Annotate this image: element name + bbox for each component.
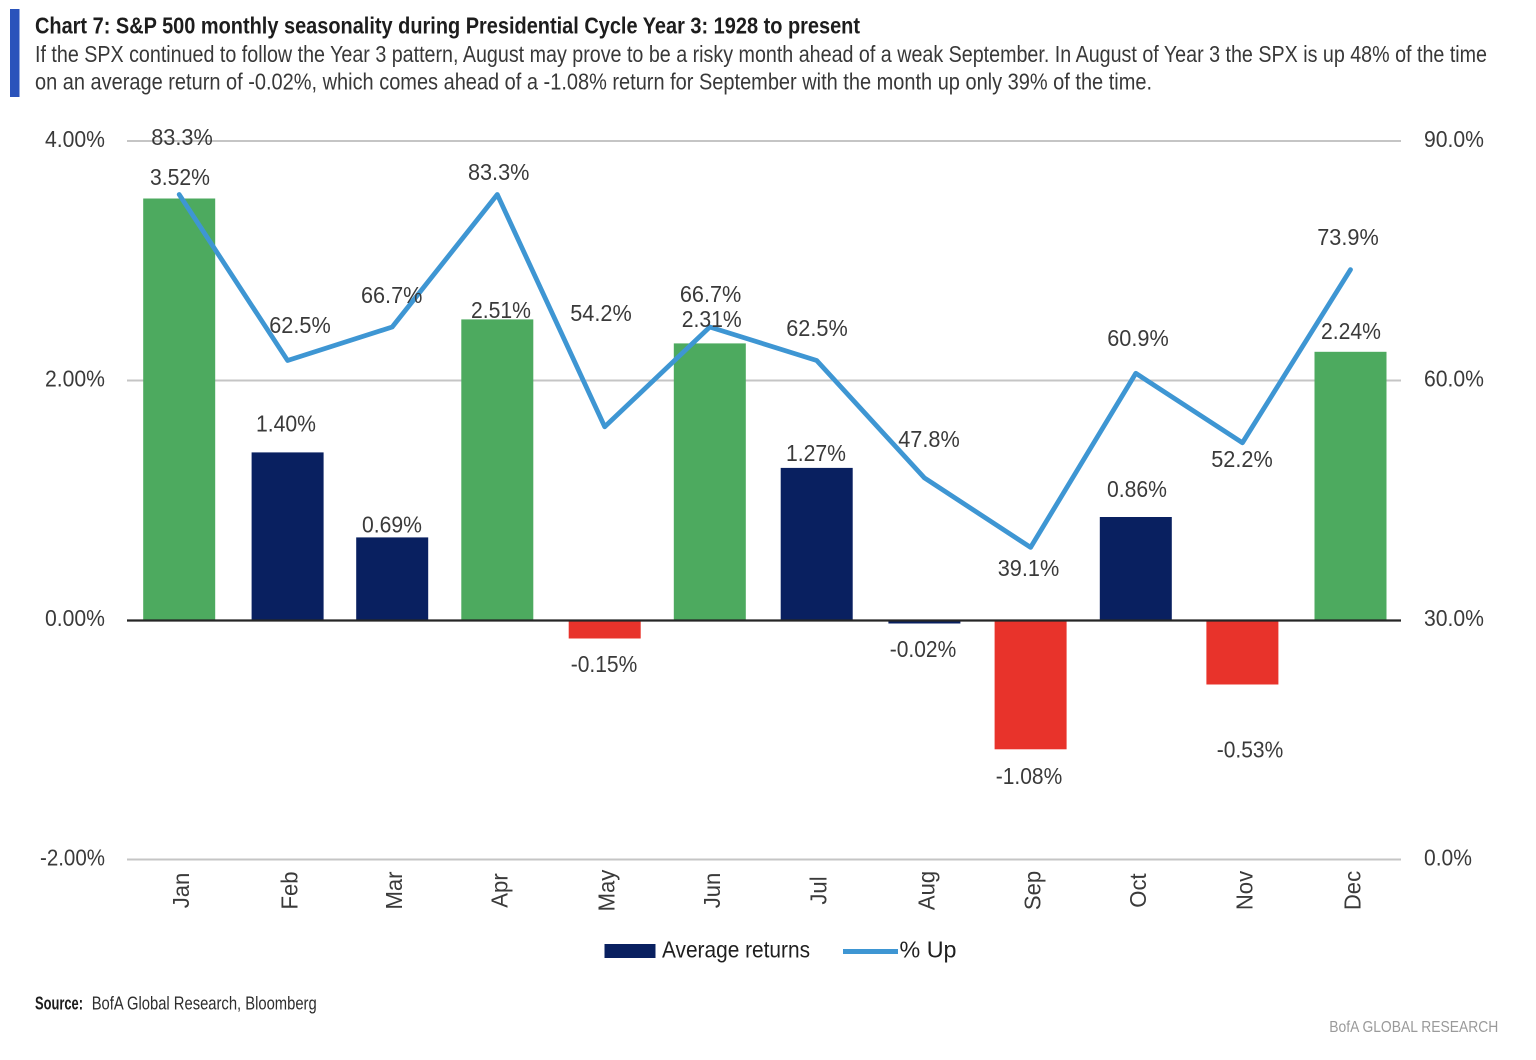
- svg-text:Jul: Jul: [806, 876, 832, 904]
- svg-text:30.0%: 30.0%: [1424, 605, 1484, 631]
- svg-text:54.2%: 54.2%: [570, 300, 632, 326]
- svg-text:0.0%: 0.0%: [1424, 845, 1472, 871]
- svg-text:0.00%: 0.00%: [45, 605, 105, 631]
- svg-text:52.2%: 52.2%: [1211, 446, 1273, 472]
- svg-text:Apr: Apr: [486, 873, 512, 908]
- svg-text:4.00%: 4.00%: [45, 126, 105, 152]
- svg-text:2.24%: 2.24%: [1321, 318, 1381, 344]
- svg-text:-0.53%: -0.53%: [1217, 737, 1284, 763]
- svg-text:May: May: [594, 869, 620, 911]
- svg-text:66.7%: 66.7%: [680, 281, 742, 307]
- svg-text:60.0%: 60.0%: [1424, 366, 1484, 392]
- svg-text:-2.00%: -2.00%: [40, 845, 105, 871]
- svg-text:73.9%: 73.9%: [1317, 224, 1379, 250]
- svg-text:Average returns: Average returns: [662, 937, 810, 963]
- svg-text:BofA Global Research, Bloomber: BofA Global Research, Bloomberg: [92, 994, 317, 1014]
- svg-text:60.9%: 60.9%: [1107, 325, 1169, 351]
- svg-text:-0.02%: -0.02%: [890, 636, 957, 662]
- svg-text:2.00%: 2.00%: [45, 366, 105, 392]
- svg-text:If the SPX continued to follow: If the SPX continued to follow the Year …: [35, 41, 1487, 67]
- svg-text:47.8%: 47.8%: [898, 426, 960, 452]
- svg-text:90.0%: 90.0%: [1424, 126, 1484, 152]
- svg-text:3.52%: 3.52%: [150, 164, 210, 190]
- svg-text:2.31%: 2.31%: [682, 306, 742, 332]
- svg-text:Aug: Aug: [913, 871, 939, 910]
- svg-text:Mar: Mar: [381, 871, 407, 909]
- svg-text:39.1%: 39.1%: [998, 555, 1060, 581]
- svg-text:83.3%: 83.3%: [151, 124, 213, 150]
- svg-text:Sep: Sep: [1020, 871, 1046, 910]
- svg-text:66.7%: 66.7%: [361, 282, 423, 308]
- svg-text:Dec: Dec: [1340, 871, 1366, 911]
- svg-text:-1.08%: -1.08%: [996, 763, 1063, 789]
- svg-text:0.86%: 0.86%: [1107, 476, 1167, 502]
- svg-text:-0.15%: -0.15%: [571, 651, 638, 677]
- svg-text:BofA GLOBAL RESEARCH: BofA GLOBAL RESEARCH: [1329, 1019, 1498, 1036]
- svg-text:Oct: Oct: [1125, 873, 1151, 908]
- svg-text:62.5%: 62.5%: [269, 312, 331, 338]
- svg-text:Source:: Source:: [35, 994, 83, 1014]
- svg-text:on an average return of -0.02%: on an average return of -0.02%, which co…: [35, 69, 1152, 95]
- svg-text:Jun: Jun: [699, 873, 725, 909]
- svg-text:2.51%: 2.51%: [471, 297, 531, 323]
- svg-text:Feb: Feb: [277, 872, 303, 910]
- svg-text:Chart 7: S&P 500 monthly seaso: Chart 7: S&P 500 monthly seasonality dur…: [35, 13, 860, 39]
- svg-text:0.69%: 0.69%: [362, 512, 422, 538]
- svg-text:83.3%: 83.3%: [468, 159, 530, 185]
- svg-text:Nov: Nov: [1231, 871, 1257, 911]
- svg-text:1.27%: 1.27%: [786, 440, 846, 466]
- svg-text:62.5%: 62.5%: [786, 315, 848, 341]
- svg-text:Jan: Jan: [168, 873, 194, 909]
- svg-text:% Up: % Up: [900, 937, 957, 963]
- svg-text:1.40%: 1.40%: [256, 411, 316, 437]
